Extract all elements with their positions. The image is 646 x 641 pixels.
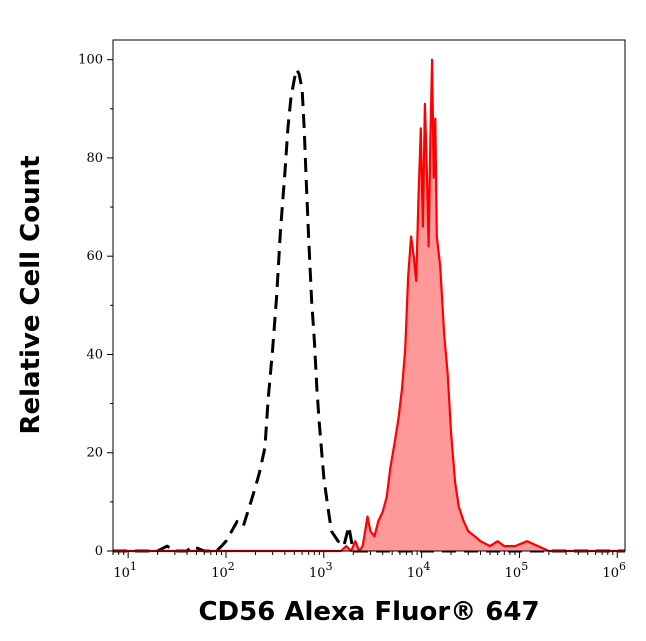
x-tick-label: 105	[505, 560, 529, 581]
y-axis-title: Relative Cell Count	[16, 155, 46, 434]
y-tick-label: 80	[86, 151, 103, 166]
x-tick-label: 101	[113, 560, 137, 581]
y-tick-label: 60	[86, 249, 103, 264]
plot-frame	[112, 39, 626, 552]
plot-area	[113, 58, 625, 553]
series-0-line	[113, 68, 625, 553]
y-tick-label: 40	[86, 347, 103, 362]
series-1-area	[113, 59, 625, 551]
x-tick-label: 103	[309, 560, 333, 581]
series-1-line	[113, 58, 625, 553]
x-tick-label: 106	[602, 560, 626, 581]
y-tick-label: 20	[86, 446, 103, 461]
axes: 101 102 103 104 105 106 0 20 40 60 80 100	[78, 53, 626, 581]
y-tick-label: 0	[95, 544, 103, 559]
x-axis-title: CD56 Alexa Fluor® 647	[198, 597, 539, 627]
y-tick-label: 100	[78, 53, 103, 68]
x-tick-label: 102	[211, 560, 235, 581]
x-tick-label: 104	[407, 560, 431, 581]
